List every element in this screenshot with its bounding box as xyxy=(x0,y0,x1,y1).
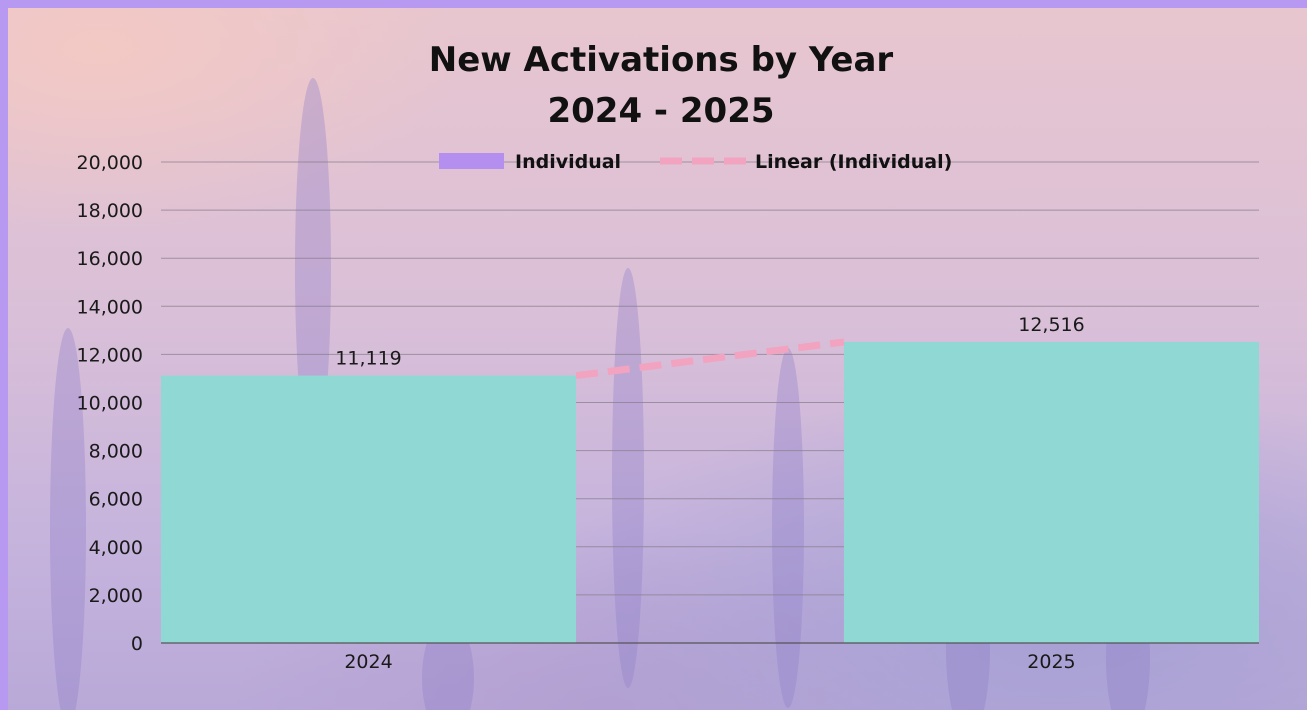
trendline xyxy=(575,338,845,380)
y-tick-label: 4,000 xyxy=(89,537,143,559)
data-labels: 11,119 12,516 xyxy=(335,314,1084,370)
y-tick-label: 14,000 xyxy=(77,296,143,318)
y-tick-label: 18,000 xyxy=(77,200,143,222)
chart-subtitle: 2024 - 2025 xyxy=(547,91,774,131)
data-label-2025: 12,516 xyxy=(1018,314,1084,336)
legend-label-individual: Individual xyxy=(515,151,621,173)
data-label-2024: 11,119 xyxy=(335,348,401,370)
y-axis-tick-labels: 0 2,000 4,000 6,000 8,000 10,000 12,000 14,000 1… xyxy=(77,152,143,655)
bar-2024 xyxy=(161,375,577,643)
x-tick-label: 2025 xyxy=(1027,651,1075,673)
y-tick-label: 6,000 xyxy=(89,489,143,511)
legend: Individual Linear (Individual) xyxy=(439,151,952,173)
chart: New Activations by Year 2024 - 2025 0 2,0… xyxy=(50,40,1259,710)
bar-2025 xyxy=(843,341,1259,643)
bars xyxy=(161,341,1259,643)
legend-label-trendline: Linear (Individual) xyxy=(755,151,952,173)
y-tick-label: 12,000 xyxy=(77,344,143,366)
y-tick-label: 16,000 xyxy=(77,248,143,270)
x-axis-tick-labels: 2024 2025 xyxy=(344,651,1075,673)
y-tick-label: 10,000 xyxy=(77,393,143,415)
legend-swatch-individual xyxy=(439,153,504,169)
y-tick-label: 0 xyxy=(131,633,143,655)
chart-title: New Activations by Year xyxy=(429,40,894,80)
x-tick-label: 2024 xyxy=(344,651,392,673)
y-tick-label: 20,000 xyxy=(77,152,143,174)
y-tick-label: 2,000 xyxy=(89,585,143,607)
y-tick-label: 8,000 xyxy=(89,441,143,463)
